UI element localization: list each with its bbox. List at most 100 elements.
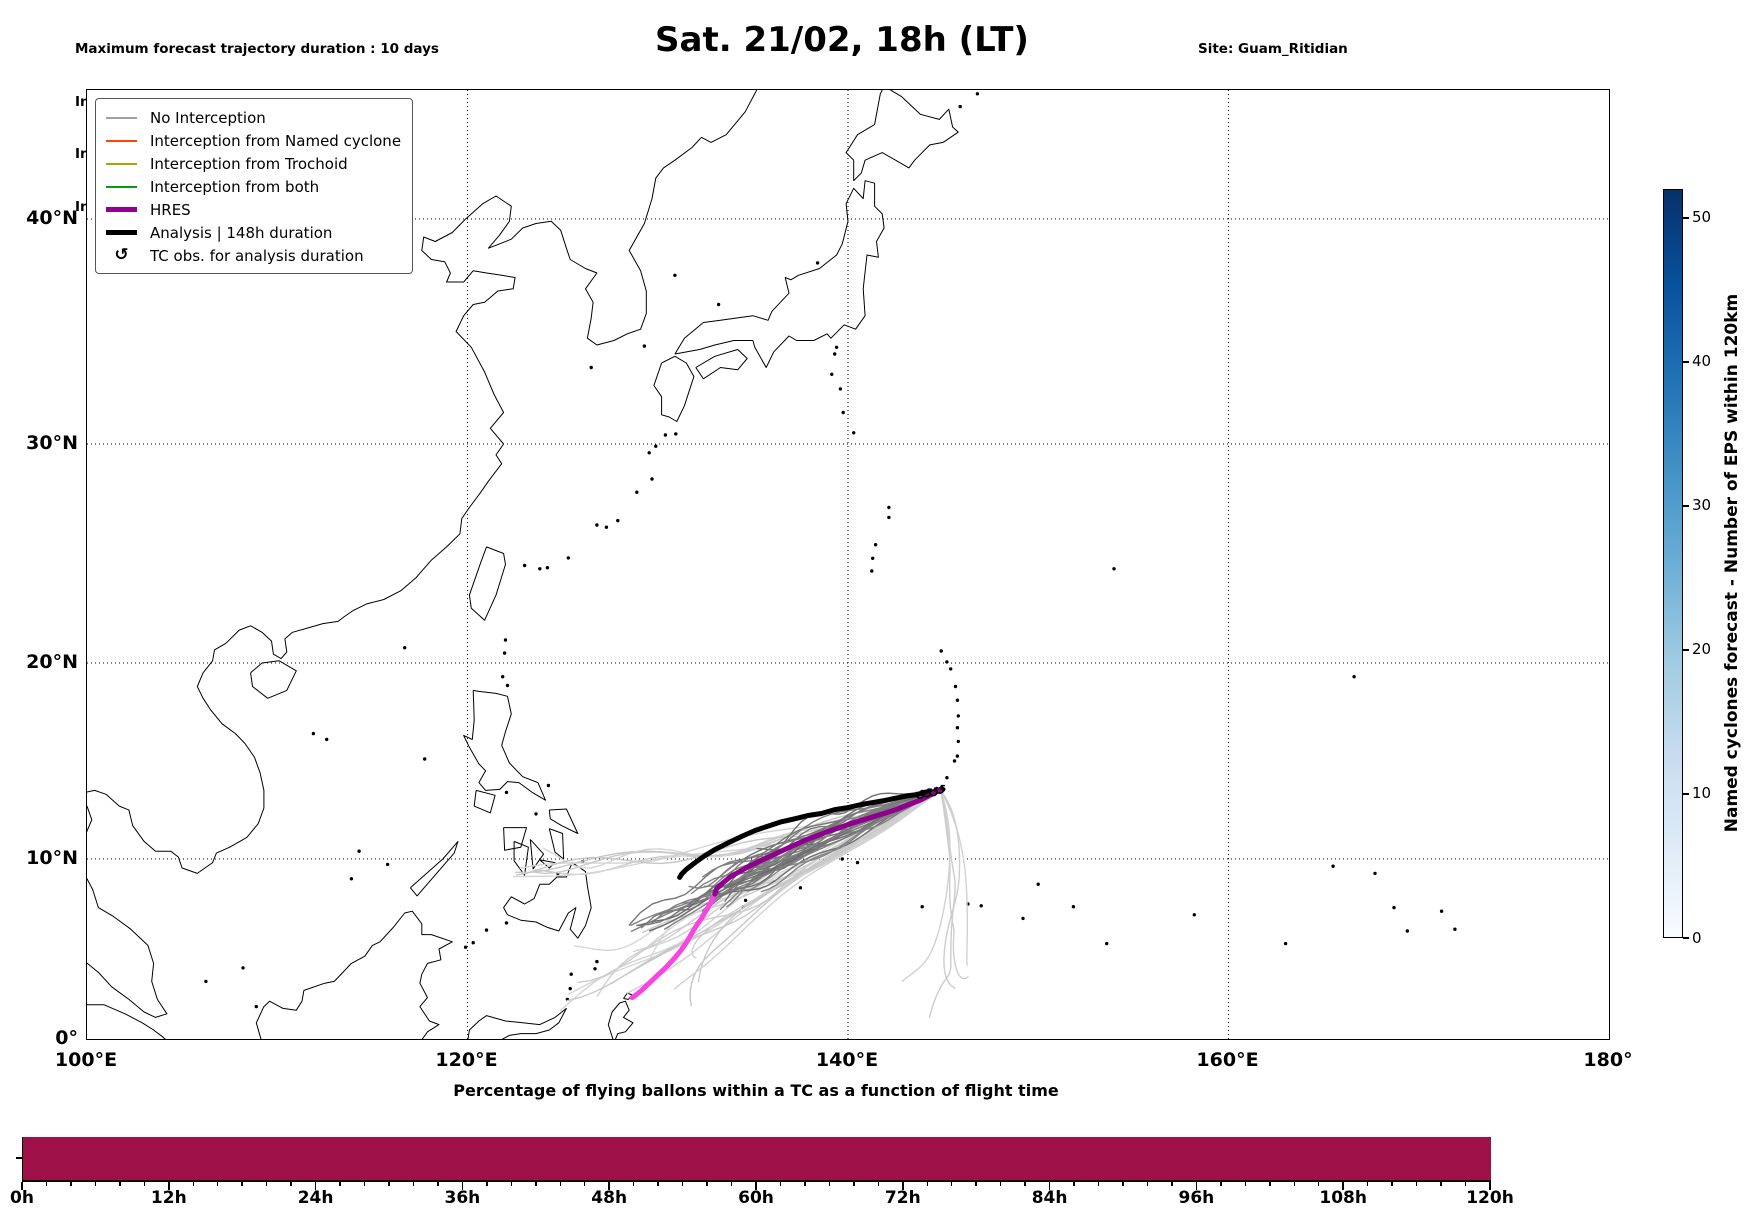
island-dot <box>979 904 983 908</box>
colorbar-tick <box>1683 217 1689 219</box>
coastline <box>513 840 529 876</box>
island-dot <box>949 667 953 671</box>
island-dot <box>673 273 677 277</box>
coastline <box>87 877 168 1018</box>
flight-minor-tick <box>1366 1182 1369 1186</box>
legend-label: HRES <box>150 200 191 219</box>
ensemble-tracks-light <box>689 788 941 1007</box>
flight-major-tick <box>314 1182 317 1190</box>
site-line: Site: Guam_Ritidian <box>1198 41 1348 57</box>
ensemble-tracks-dark <box>630 788 941 932</box>
colorbar-tick <box>1683 649 1689 651</box>
island-dot <box>484 928 489 932</box>
island-dot <box>325 737 329 742</box>
island-dot <box>503 638 508 642</box>
flight-tick-label: 72h <box>884 1188 921 1208</box>
island-dot <box>204 979 208 984</box>
flight-minor-tick <box>804 1182 806 1186</box>
island-dot <box>958 104 962 109</box>
island-dot <box>546 783 551 788</box>
colorbar-tick-label: 20 <box>1692 640 1712 659</box>
island-dot <box>1192 913 1197 917</box>
colorbar-tick-label: 40 <box>1692 352 1712 371</box>
island-dot <box>254 1004 258 1009</box>
flight-minor-tick <box>1171 1182 1173 1186</box>
colorbar-tick <box>1683 505 1689 507</box>
coastline <box>695 349 748 380</box>
island-dot <box>1283 941 1288 946</box>
flight-major-tick <box>608 1182 610 1190</box>
map-legend: No Interception Interception from Named c… <box>95 98 413 274</box>
island-dot <box>501 675 505 679</box>
island-dot <box>1105 941 1109 946</box>
island-dot <box>1373 871 1377 876</box>
island-dot <box>873 543 878 547</box>
analysis-tracks <box>677 786 943 880</box>
legend-item: Analysis | 148h duration <box>106 221 404 244</box>
legend-item: No Interception <box>106 106 404 129</box>
analysis-track <box>677 786 943 880</box>
flight-minor-tick <box>486 1182 488 1186</box>
legend-label: Interception from Named cyclone <box>150 131 402 150</box>
island-dot <box>595 523 599 527</box>
island-dot <box>635 490 639 494</box>
ensemble-tracks-dark <box>702 788 941 878</box>
flight-major-tick <box>168 1182 170 1190</box>
island-dot <box>840 857 844 861</box>
island-dot <box>952 759 957 763</box>
flight-minor-tick <box>828 1182 831 1186</box>
coastline <box>503 827 527 851</box>
flight-minor-tick <box>339 1182 341 1186</box>
legend-line-swatch <box>106 185 137 188</box>
flight-minor-tick <box>1293 1182 1296 1186</box>
flight-tick-label: 84h <box>1031 1188 1068 1208</box>
flight-minor-tick <box>119 1182 121 1186</box>
flight-minor-tick <box>999 1182 1002 1186</box>
coastline <box>548 828 565 860</box>
flight-minor-tick <box>1097 1182 1100 1186</box>
config-line: Maximum forecast trajectory duration : 1… <box>75 41 439 57</box>
island-dot <box>241 966 245 970</box>
flight-major-tick <box>461 1182 464 1190</box>
island-dot <box>463 945 468 949</box>
island-dot <box>1036 882 1040 886</box>
flight-minor-tick <box>45 1182 48 1186</box>
flight-tick-label: 96h <box>1178 1188 1215 1208</box>
island-dot <box>504 921 509 925</box>
lat-tick-label: 40°N <box>26 207 78 229</box>
ensemble-tracks-light <box>939 788 969 980</box>
flight-minor-tick <box>1391 1182 1393 1186</box>
flight-minor-tick <box>1073 1182 1075 1186</box>
lon-tick-label: 120°E <box>435 1049 498 1071</box>
ensemble-tracks-light <box>512 788 969 1018</box>
flight-minor-tick <box>1024 1182 1026 1186</box>
island-dot <box>838 387 843 391</box>
island-dot <box>595 959 599 964</box>
island-dot <box>1021 916 1025 921</box>
legend-item: HRES <box>106 198 404 221</box>
flight-chart-title: Percentage of flying ballons within a TC… <box>453 1081 1059 1100</box>
tc-obs-marker: ↺ <box>921 786 933 802</box>
flight-tick-label: 60h <box>738 1188 774 1208</box>
coastline <box>87 805 93 833</box>
ensemble-tracks-light <box>901 788 951 982</box>
percentage-bar <box>23 1137 1491 1180</box>
island-dot <box>955 726 960 730</box>
coastline <box>845 90 959 182</box>
coastline <box>503 862 592 939</box>
legend-line-swatch <box>106 116 137 119</box>
island-dot <box>953 684 958 689</box>
map-plot: ↺↺↺↺ <box>87 90 1609 1039</box>
island-dot <box>716 302 721 307</box>
island-dot <box>471 941 475 945</box>
island-dot <box>545 566 550 570</box>
flight-tick-label: 0h <box>10 1188 34 1208</box>
flight-minor-tick <box>1122 1182 1124 1186</box>
ensemble-tracks-light <box>577 788 941 984</box>
island-dot <box>502 651 507 655</box>
flight-minor-tick <box>779 1182 782 1186</box>
island-dot <box>1453 927 1457 931</box>
flight-minor-tick <box>926 1182 929 1186</box>
lat-tick-label: 10°N <box>26 847 78 869</box>
island-dot <box>604 525 609 529</box>
